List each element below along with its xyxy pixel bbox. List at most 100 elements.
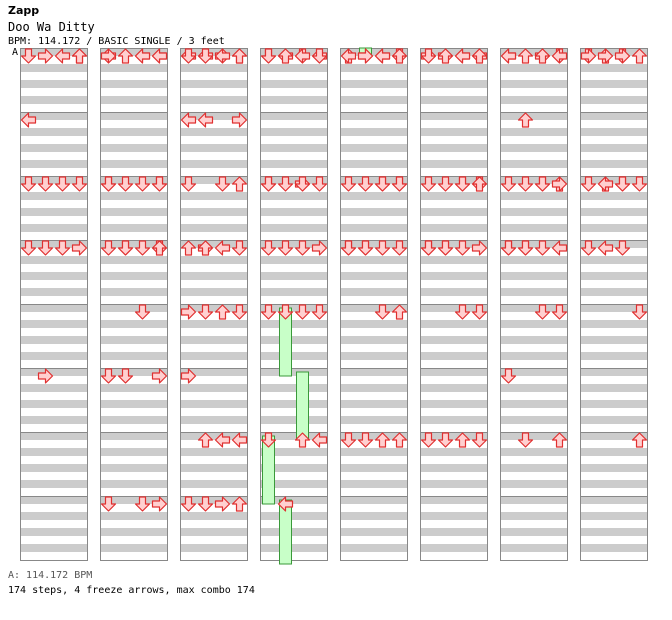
step-arrow	[117, 240, 134, 256]
step-arrow	[117, 176, 134, 192]
measure-stripe	[180, 432, 248, 440]
measure-stripe	[500, 512, 568, 520]
measure-stripe	[340, 96, 408, 104]
measure-stripe	[20, 496, 88, 504]
measure-stripe	[340, 208, 408, 216]
measure-stripe	[420, 512, 488, 520]
measure-stripe	[420, 112, 488, 120]
measure-stripe	[20, 224, 88, 232]
measure-stripe	[580, 304, 648, 312]
measure-stripe	[340, 128, 408, 136]
measure-stripe	[260, 416, 328, 424]
measure-stripe	[180, 224, 248, 232]
step-arrow	[631, 304, 648, 320]
step-arrow	[197, 496, 214, 512]
measure-stripe	[100, 400, 168, 408]
measure-stripe	[420, 128, 488, 136]
measure-box	[20, 496, 88, 561]
measure-stripe	[100, 144, 168, 152]
measure-stripe	[180, 288, 248, 296]
step-arrow	[214, 432, 231, 448]
measure-stripe	[20, 464, 88, 472]
measure-stripe	[420, 304, 488, 312]
measure-stripe	[580, 160, 648, 168]
measure-stripe	[20, 416, 88, 424]
step-arrow	[151, 48, 168, 64]
measure-stripe	[420, 528, 488, 536]
step-arrow	[420, 176, 437, 192]
step-arrow	[197, 48, 214, 64]
measure-stripe	[580, 176, 648, 184]
step-arrow	[197, 304, 214, 320]
measure-stripe	[500, 304, 568, 312]
measure-stripe	[180, 384, 248, 392]
measure-stripe	[500, 464, 568, 472]
measure-stripe	[420, 480, 488, 488]
step-arrow	[391, 176, 408, 192]
step-arrow	[100, 496, 117, 512]
step-arrow	[71, 176, 88, 192]
measure-stripe	[260, 48, 328, 56]
step-arrow	[260, 432, 277, 448]
step-arrow	[117, 368, 134, 384]
measure-stripe	[100, 304, 168, 312]
measure-stripe	[580, 384, 648, 392]
measure-stripe	[180, 512, 248, 520]
measure-stripe	[420, 416, 488, 424]
step-arrow	[631, 176, 648, 192]
step-arrow	[471, 240, 488, 256]
step-arrow	[500, 368, 517, 384]
measure-stripe	[420, 80, 488, 88]
measure-stripe	[580, 144, 648, 152]
step-arrow	[294, 48, 311, 64]
measure-stripe	[340, 272, 408, 280]
measure-stripe	[500, 352, 568, 360]
measure-stripe	[340, 160, 408, 168]
measure-stripe	[260, 224, 328, 232]
step-arrow	[500, 48, 517, 64]
measure-stripe	[500, 176, 568, 184]
step-arrow	[151, 240, 168, 256]
measure-box	[500, 496, 568, 561]
step-arrow	[231, 432, 248, 448]
measure-stripe	[100, 224, 168, 232]
measure-stripe	[260, 272, 328, 280]
measure-stripe	[20, 128, 88, 136]
measure-stripe	[580, 368, 648, 376]
measure-stripe	[180, 144, 248, 152]
step-arrow	[20, 240, 37, 256]
step-arrow	[340, 240, 357, 256]
step-arrow	[197, 432, 214, 448]
measure-stripe	[100, 256, 168, 264]
measure-stripe	[340, 352, 408, 360]
measure-stripe	[100, 80, 168, 88]
measure-stripe	[340, 400, 408, 408]
measure-stripe	[420, 448, 488, 456]
measure-stripe	[20, 336, 88, 344]
measure-stripe	[340, 48, 408, 56]
measure-stripe	[100, 112, 168, 120]
step-arrow	[454, 48, 471, 64]
step-arrow	[374, 176, 391, 192]
measure-stripe	[420, 320, 488, 328]
measure-stripe	[20, 320, 88, 328]
step-arrow	[294, 432, 311, 448]
step-arrow	[260, 240, 277, 256]
step-arrow	[631, 48, 648, 64]
step-arrow	[357, 176, 374, 192]
step-arrow	[500, 240, 517, 256]
measure-stripe	[260, 496, 328, 504]
measure-stripe	[260, 352, 328, 360]
step-stats: 174 steps, 4 freeze arrows, max combo 17…	[8, 585, 255, 596]
measure-stripe	[500, 160, 568, 168]
measure-stripe	[420, 352, 488, 360]
measure-stripe	[20, 240, 88, 248]
measure-stripe	[340, 240, 408, 248]
measure-stripe	[180, 176, 248, 184]
step-arrow	[471, 48, 488, 64]
measure-stripe	[20, 544, 88, 552]
measure-stripe	[100, 272, 168, 280]
step-arrow	[614, 176, 631, 192]
measure-stripe	[20, 160, 88, 168]
